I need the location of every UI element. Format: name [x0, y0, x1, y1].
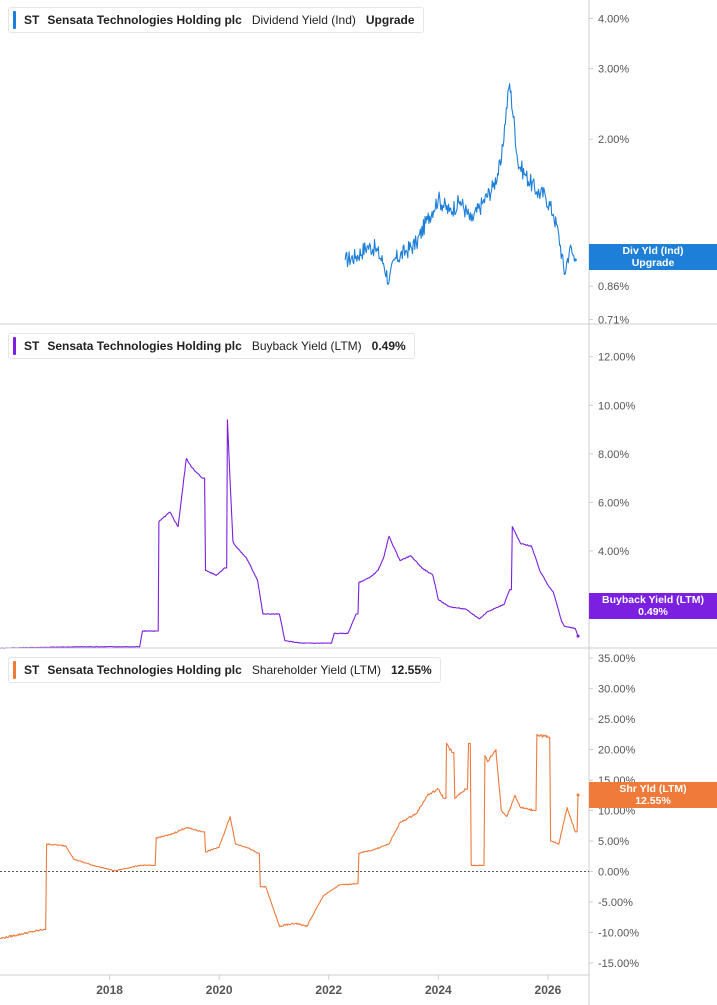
x-tick-label: 2022	[315, 983, 342, 997]
series-color-swatch	[13, 11, 16, 29]
y-tick-label: 0.00%	[598, 866, 629, 878]
y-tick-label: -10.00%	[598, 927, 639, 939]
y-tick-label: 10.00%	[598, 806, 636, 818]
x-tick-label: 2018	[96, 983, 123, 997]
x-tick-label: 2020	[206, 983, 233, 997]
y-tick-label: 25.00%	[598, 714, 636, 726]
y-tick-label: 0.71%	[598, 315, 629, 327]
tag-label: Shr Yld (LTM)	[619, 783, 687, 795]
x-tick-label: 2024	[425, 983, 452, 997]
legend-metric: Buyback Yield (LTM)	[251, 339, 362, 353]
y-tick-label: 4.00%	[598, 13, 629, 25]
y-tick-label: 2.00%	[598, 134, 629, 146]
last-value-tag-dividend-yield: Div Yld (Ind) Upgrade	[589, 244, 717, 270]
legend-shareholder-yield[interactable]: ST Sensata Technologies Holding plc Shar…	[8, 657, 441, 683]
last-value-tag-buyback-yield: Buyback Yield (LTM) 0.49%	[589, 593, 717, 619]
y-tick-label: -15.00%	[598, 958, 639, 970]
legend-ticker: ST	[24, 339, 40, 353]
tag-label: Div Yld (Ind)	[622, 245, 684, 257]
tag-value: 0.49%	[638, 606, 668, 618]
legend-metric: Shareholder Yield (LTM)	[251, 663, 381, 677]
series-line	[0, 733, 579, 940]
legend-company: Sensata Technologies Holding plc	[47, 663, 242, 677]
legend-company: Sensata Technologies Holding plc	[47, 339, 242, 353]
series-color-swatch	[13, 661, 16, 679]
y-tick-label: 4.00%	[598, 546, 629, 558]
y-tick-label: 6.00%	[598, 497, 629, 509]
series-line	[344, 83, 576, 285]
legend-ticker: ST	[24, 13, 40, 27]
legend-ticker: ST	[24, 663, 40, 677]
last-point-marker	[576, 634, 580, 638]
panel-0: 4.00% 3.00% 2.00% 0.86% 0.71%	[344, 0, 629, 327]
panel-2: 35.00%30.00%25.00%20.00%15.00%10.00%5.00…	[0, 647, 717, 975]
y-tick-label: 12.00%	[598, 352, 636, 364]
y-tick-label: 35.00%	[598, 653, 636, 665]
series-color-swatch	[13, 337, 16, 355]
y-tick-label: 0.86%	[598, 281, 629, 293]
legend-value: 0.49%	[371, 339, 406, 353]
legend-dividend-yield[interactable]: ST Sensata Technologies Holding plc Divi…	[8, 7, 424, 33]
series-line	[0, 419, 579, 649]
x-tick-label: 2026	[535, 983, 562, 997]
tag-value: Upgrade	[631, 257, 675, 269]
last-value-tag-shareholder-yield: Shr Yld (LTM) 12.55%	[589, 782, 717, 808]
legend-value: 12.55%	[391, 663, 432, 677]
y-tick-label: 20.00%	[598, 745, 636, 757]
y-tick-label: -5.00%	[598, 897, 633, 909]
legend-metric: Dividend Yield (Ind)	[251, 13, 356, 27]
legend-value: Upgrade	[365, 13, 415, 27]
tag-label: Buyback Yield (LTM)	[602, 594, 704, 606]
y-tick-label: 3.00%	[598, 64, 629, 76]
legend-buyback-yield[interactable]: ST Sensata Technologies Holding plc Buyb…	[8, 333, 415, 359]
y-tick-label: 8.00%	[598, 449, 629, 461]
tag-value: 12.55%	[635, 795, 671, 807]
y-tick-label: 10.00%	[598, 400, 636, 412]
legend-company: Sensata Technologies Holding plc	[47, 13, 242, 27]
last-point-marker	[576, 793, 580, 797]
y-tick-label: 5.00%	[598, 836, 629, 848]
y-tick-label: 30.00%	[598, 684, 636, 696]
last-point-marker	[573, 258, 577, 262]
